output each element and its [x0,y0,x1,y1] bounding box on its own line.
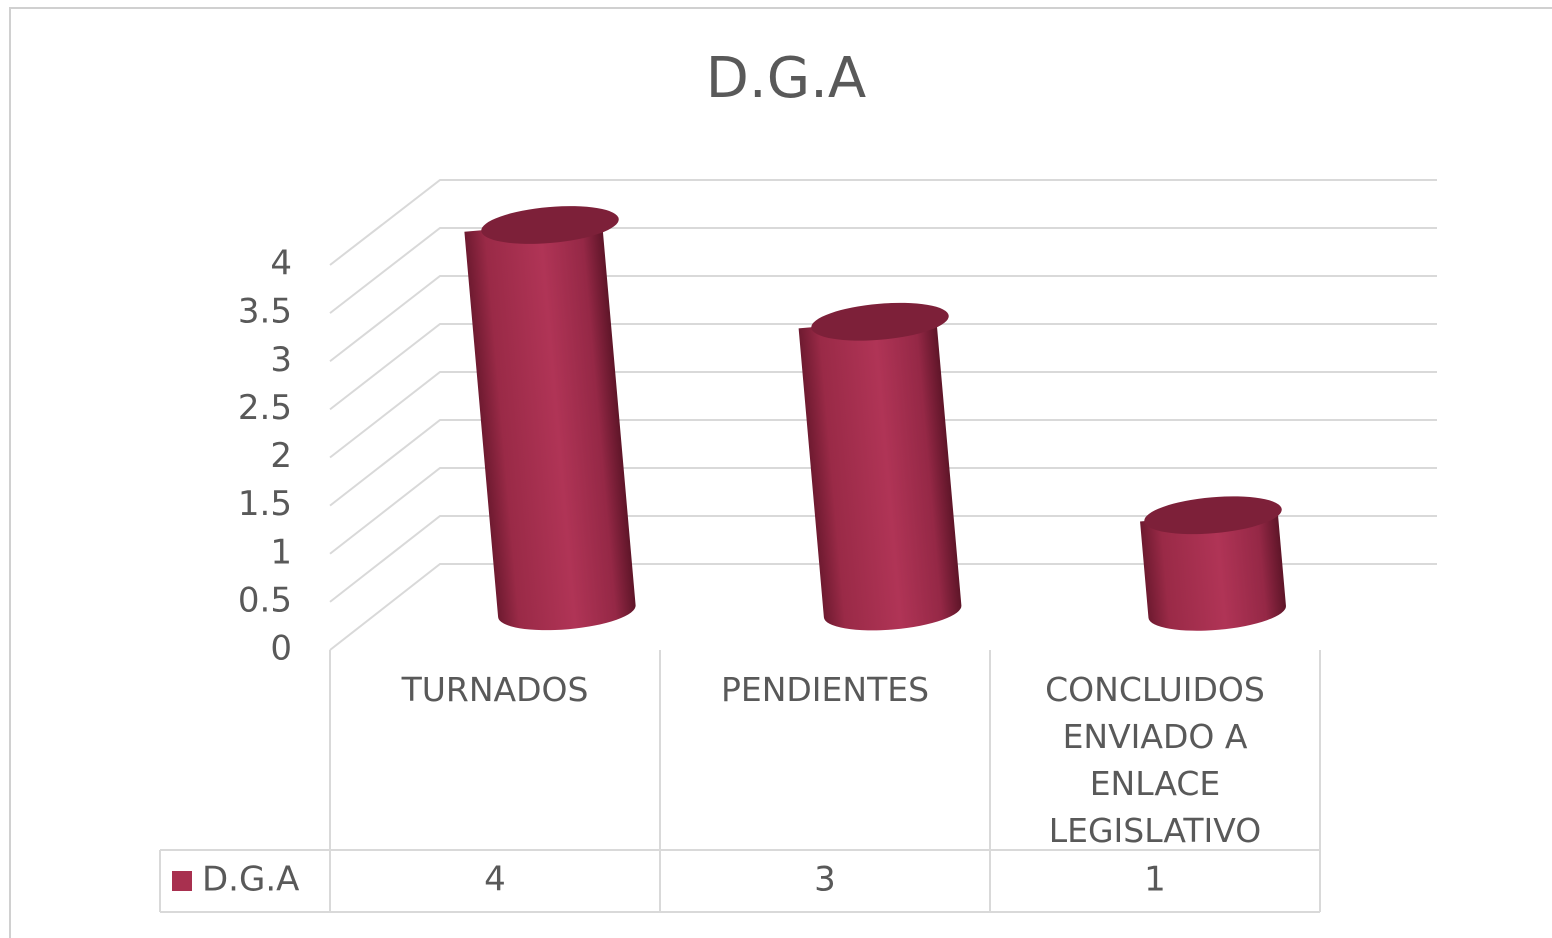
y-tick-label: 0.5 [238,580,292,620]
y-tick-label: 2.5 [238,388,292,428]
gridlines [329,179,1437,651]
y-tick-label: 3 [270,340,292,380]
table-value: 1 [1144,860,1166,900]
bar [464,206,636,631]
table-value: 3 [814,860,836,900]
cylinder-body [464,219,636,631]
grid-line [329,227,1437,314]
grid-line [329,563,1437,651]
chart-frame [9,7,1552,938]
x-tick-label: TURNADOS [401,670,589,709]
table-value: 4 [484,860,506,900]
y-tick-label: 1 [270,532,292,572]
grid-line [329,323,1437,411]
cylinder-top [811,302,949,341]
cylinder-top [481,206,619,244]
x-tick-label: CONCLUIDOS ENVIADO A ENLACE LEGISLATIVO [1045,670,1265,850]
legend-label: D.G.A [202,860,299,900]
grid-line [329,371,1437,459]
grid-line [329,419,1437,507]
grid-line [329,275,1437,363]
y-tick-label: 4 [270,244,292,284]
grid-line [329,515,1437,603]
y-tick-label: 2 [270,436,292,476]
grid-line [329,467,1437,555]
bar [1140,496,1286,631]
cylinder-top [1144,496,1282,535]
chart-title: D.G.A [706,46,866,111]
x-tick-label: PENDIENTES [720,670,930,709]
y-tick-label: 3.5 [238,292,292,332]
y-tick-label: 0 [270,629,292,669]
legend-key [172,871,192,891]
y-tick-label: 1.5 [238,484,292,524]
grid-line [329,179,1437,266]
bar [798,302,962,631]
cylinder-body [798,316,962,631]
cylinder-body [1140,509,1286,631]
